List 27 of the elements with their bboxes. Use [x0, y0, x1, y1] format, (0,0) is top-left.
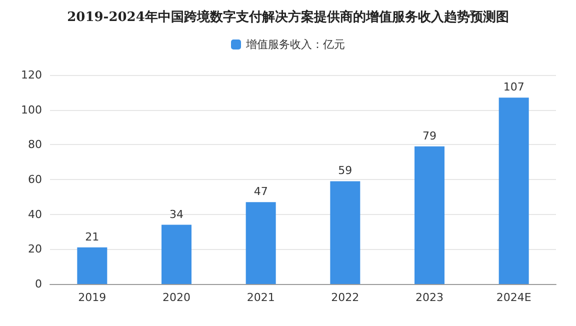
- x-tick-label: 2021: [246, 291, 275, 304]
- y-tick-label: 120: [21, 68, 42, 82]
- x-tick-label: 2023: [416, 291, 444, 304]
- y-tick-label: 60: [28, 173, 42, 186]
- y-tick-label: 0: [35, 278, 42, 290]
- x-tick-label: 2022: [331, 291, 360, 304]
- y-tick-label: 40: [28, 208, 42, 221]
- x-tick-label: 2020: [162, 291, 190, 304]
- bar: [330, 181, 360, 284]
- data-label: 34: [170, 208, 184, 221]
- data-label: 47: [254, 185, 268, 198]
- bar: [498, 98, 529, 284]
- y-tick-label: 20: [28, 242, 42, 256]
- data-label: 107: [503, 80, 524, 94]
- x-tick-label: 2024E: [496, 291, 532, 304]
- bar: [246, 202, 276, 284]
- bar: [77, 247, 108, 284]
- y-tick-label: 80: [28, 138, 42, 152]
- bar: [414, 146, 444, 284]
- x-tick-label: 2019: [78, 291, 106, 304]
- bar: [162, 224, 192, 284]
- chart-title: 2019-2024年中国跨境数字支付解决方案提供商的增值服务收入趋势预测图: [67, 9, 509, 25]
- data-label: 21: [85, 230, 100, 244]
- legend-label: 增值服务收入：亿元: [245, 38, 345, 51]
- y-tick-label: 100: [21, 103, 42, 116]
- data-label: 79: [422, 129, 436, 142]
- data-label: 59: [338, 164, 352, 178]
